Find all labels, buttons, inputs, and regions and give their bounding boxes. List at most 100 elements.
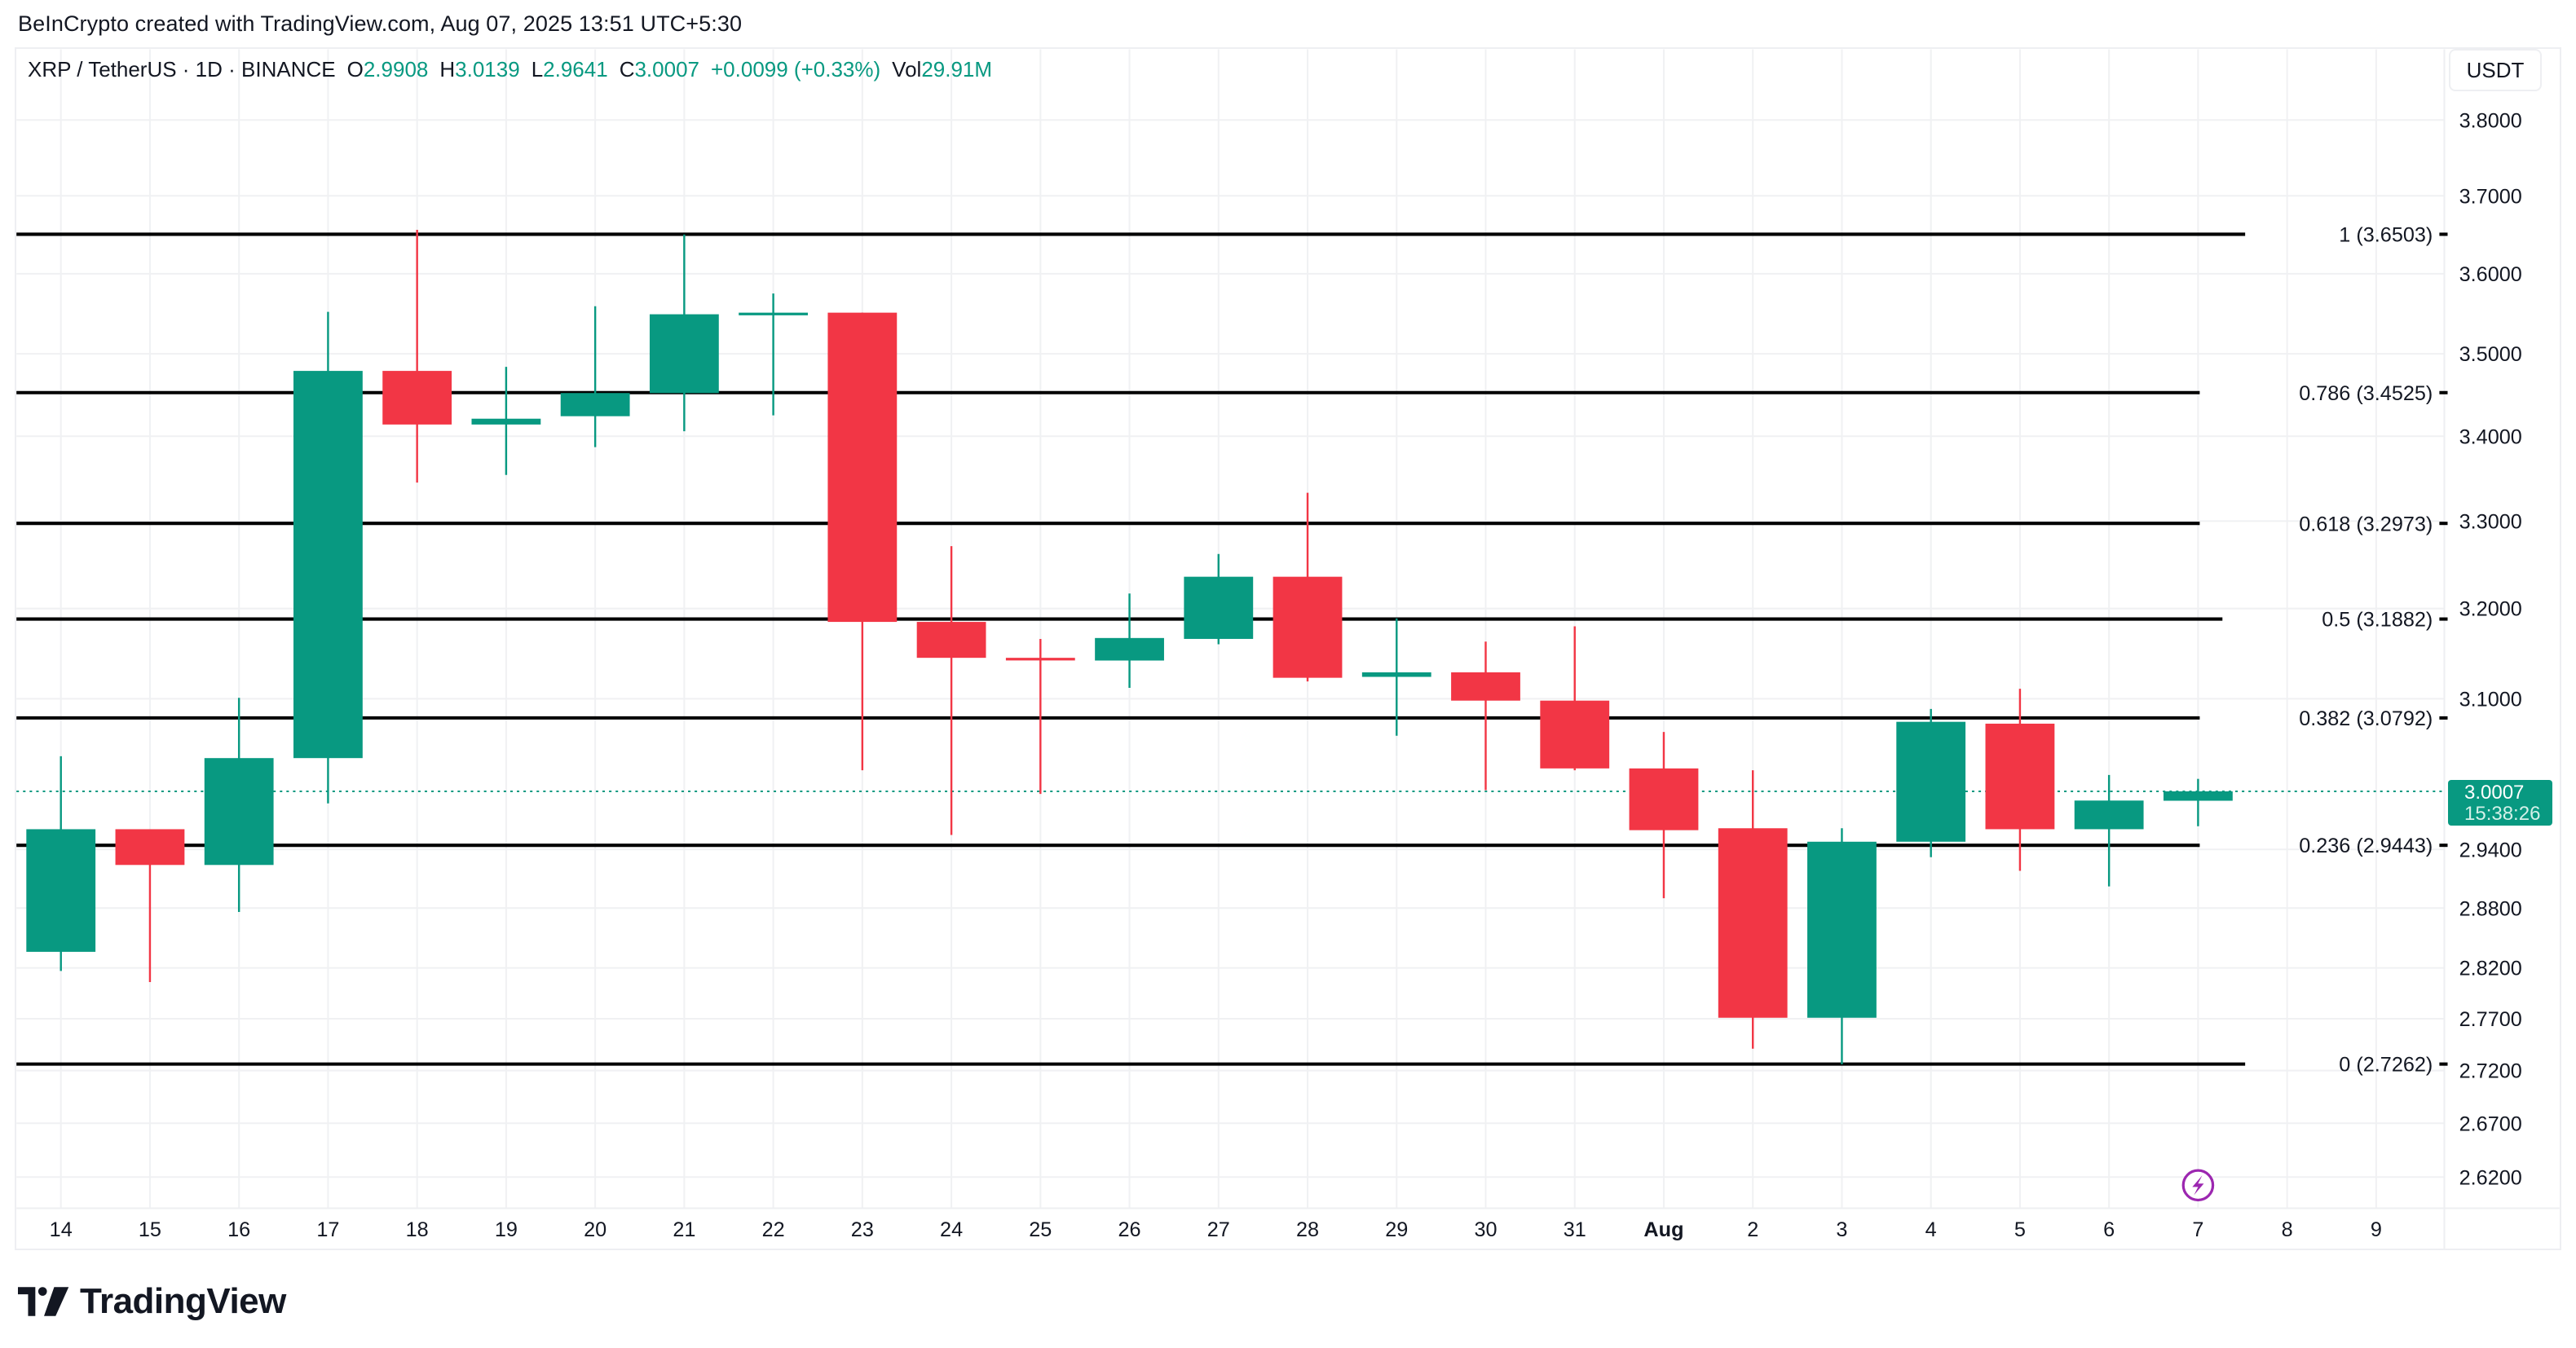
candle[interactable]: [1451, 641, 1520, 791]
fib-level-label: 0.382 (3.0792): [2299, 707, 2433, 730]
last-price-value: 3.0007: [2464, 782, 2525, 804]
time-tick-label: 2: [1747, 1218, 1758, 1241]
candle[interactable]: [293, 311, 363, 804]
time-tick-label: 6: [2103, 1218, 2115, 1241]
price-tick-label: 3.1000: [2459, 689, 2522, 711]
fib-level-label: 1 (3.6503): [2339, 224, 2433, 247]
fib-retracement[interactable]: 1 (3.6503) 0.786 (3.4525) 0.618 (3.2973) 0.…: [16, 224, 2448, 1077]
close-value: 3.0007: [634, 57, 699, 81]
chart-frame: [15, 47, 2561, 1250]
price-tick-label: 3.4000: [2459, 425, 2522, 448]
time-tick-label: 8: [2282, 1218, 2293, 1241]
volume-label: Vol: [892, 57, 922, 81]
price-tick-label: 3.7000: [2459, 185, 2522, 208]
time-tick-label: 30: [1474, 1218, 1497, 1241]
fib-level-label: 0.618 (3.2973): [2299, 513, 2433, 535]
time-tick-label: 20: [584, 1218, 607, 1241]
time-tick-label: 22: [762, 1218, 785, 1241]
time-tick-label: 9: [2371, 1218, 2382, 1241]
symbol-label[interactable]: XRP / TetherUS · 1D · BINANCE: [28, 57, 336, 81]
price-tick-label: 2.9400: [2459, 839, 2522, 861]
fib-level-label: 0.5 (3.1882): [2322, 609, 2433, 632]
price-axis[interactable]: 3.8000 3.7000 3.6000 3.5000 3.4000 3.3000 3.20…: [2459, 109, 2522, 1189]
price-tick-label: 2.7200: [2459, 1060, 2522, 1083]
price-tick-label: 3.6000: [2459, 263, 2522, 286]
candle[interactable]: [1361, 618, 1431, 736]
price-tick-label: 3.5000: [2459, 343, 2522, 366]
time-tick-label: 3: [1836, 1218, 1847, 1241]
currency-button[interactable]: USDT: [2449, 49, 2542, 91]
candle[interactable]: [2163, 778, 2233, 826]
open-value: 2.9908: [363, 57, 429, 81]
candle[interactable]: [382, 229, 452, 483]
price-tick-label: 3.2000: [2459, 598, 2522, 621]
candle[interactable]: [1718, 770, 1788, 1049]
candle[interactable]: [1005, 638, 1075, 795]
candle[interactable]: [827, 312, 898, 771]
time-tick-label: 27: [1207, 1218, 1230, 1241]
candle[interactable]: [560, 306, 630, 447]
candle[interactable]: [1985, 689, 2055, 871]
bar-countdown: 15:38:26: [2464, 803, 2541, 825]
fib-level-label: 0.236 (2.9443): [2299, 835, 2433, 857]
time-tick-label: 4: [1925, 1218, 1937, 1241]
tradingview-logo-icon: [18, 1287, 69, 1316]
price-tick-label: 3.8000: [2459, 109, 2522, 132]
tradingview-wordmark: TradingView: [80, 1281, 286, 1321]
time-tick-label: 31: [1564, 1218, 1586, 1241]
time-axis[interactable]: 14 15 16 17 18 19 20 21 22 23 24 25 26 27 28 29 30 31 Aug 2…: [50, 1218, 2382, 1241]
candle[interactable]: [916, 546, 986, 835]
high-value: 3.0139: [455, 57, 520, 81]
price-tick-label: 2.8200: [2459, 958, 2522, 980]
time-tick-label: 21: [673, 1218, 695, 1241]
time-tick-label: Aug: [1643, 1218, 1683, 1241]
time-tick-label: 7: [2192, 1218, 2203, 1241]
candle[interactable]: [115, 829, 185, 982]
time-tick-label: 16: [227, 1218, 250, 1241]
candle[interactable]: [1629, 732, 1699, 899]
time-tick-label: 28: [1296, 1218, 1319, 1241]
candle[interactable]: [649, 234, 719, 432]
change-value: +0.0099 (+0.33%): [711, 57, 881, 81]
time-tick-label: 17: [316, 1218, 339, 1241]
candle[interactable]: [1095, 593, 1164, 688]
lightning-icon[interactable]: [2181, 1169, 2215, 1202]
tradingview-logo[interactable]: TradingView: [18, 1281, 286, 1322]
time-tick-label: 24: [940, 1218, 963, 1241]
candle[interactable]: [1273, 492, 1343, 682]
candle[interactable]: [26, 755, 96, 971]
price-tick-label: 2.8800: [2459, 897, 2522, 920]
candle[interactable]: [471, 367, 541, 475]
candle[interactable]: [1540, 626, 1610, 771]
open-label: O: [346, 57, 364, 81]
candle[interactable]: [739, 293, 809, 416]
time-tick-label: 15: [139, 1218, 161, 1241]
time-tick-label: 5: [2014, 1218, 2026, 1241]
candle[interactable]: [204, 698, 274, 913]
time-tick-label: 25: [1029, 1218, 1052, 1241]
time-tick-label: 23: [851, 1218, 874, 1241]
last-price-tag: 3.0007 15:38:26: [2448, 780, 2552, 826]
low-label: L: [531, 57, 544, 81]
fib-level-label: 0 (2.7262): [2339, 1054, 2433, 1077]
candles: [26, 229, 2233, 1064]
credit-text: BeInCrypto created with TradingView.com,…: [18, 11, 743, 36]
volume-value: 29.91M: [921, 57, 993, 81]
candle[interactable]: [1184, 553, 1254, 645]
price-tick-label: 2.6700: [2459, 1112, 2522, 1135]
price-tick-label: 3.3000: [2459, 510, 2522, 533]
time-tick-label: 26: [1118, 1218, 1141, 1241]
candle[interactable]: [2074, 774, 2144, 887]
price-tick-label: 2.7700: [2459, 1008, 2522, 1031]
price-tick-label: 2.6200: [2459, 1166, 2522, 1189]
close-label: C: [619, 57, 635, 81]
candle[interactable]: [1896, 708, 1966, 857]
low-value: 2.9641: [543, 57, 608, 81]
time-tick-label: 29: [1385, 1218, 1408, 1241]
time-tick-label: 19: [495, 1218, 518, 1241]
candle[interactable]: [1807, 828, 1877, 1064]
time-tick-label: 14: [50, 1218, 73, 1241]
